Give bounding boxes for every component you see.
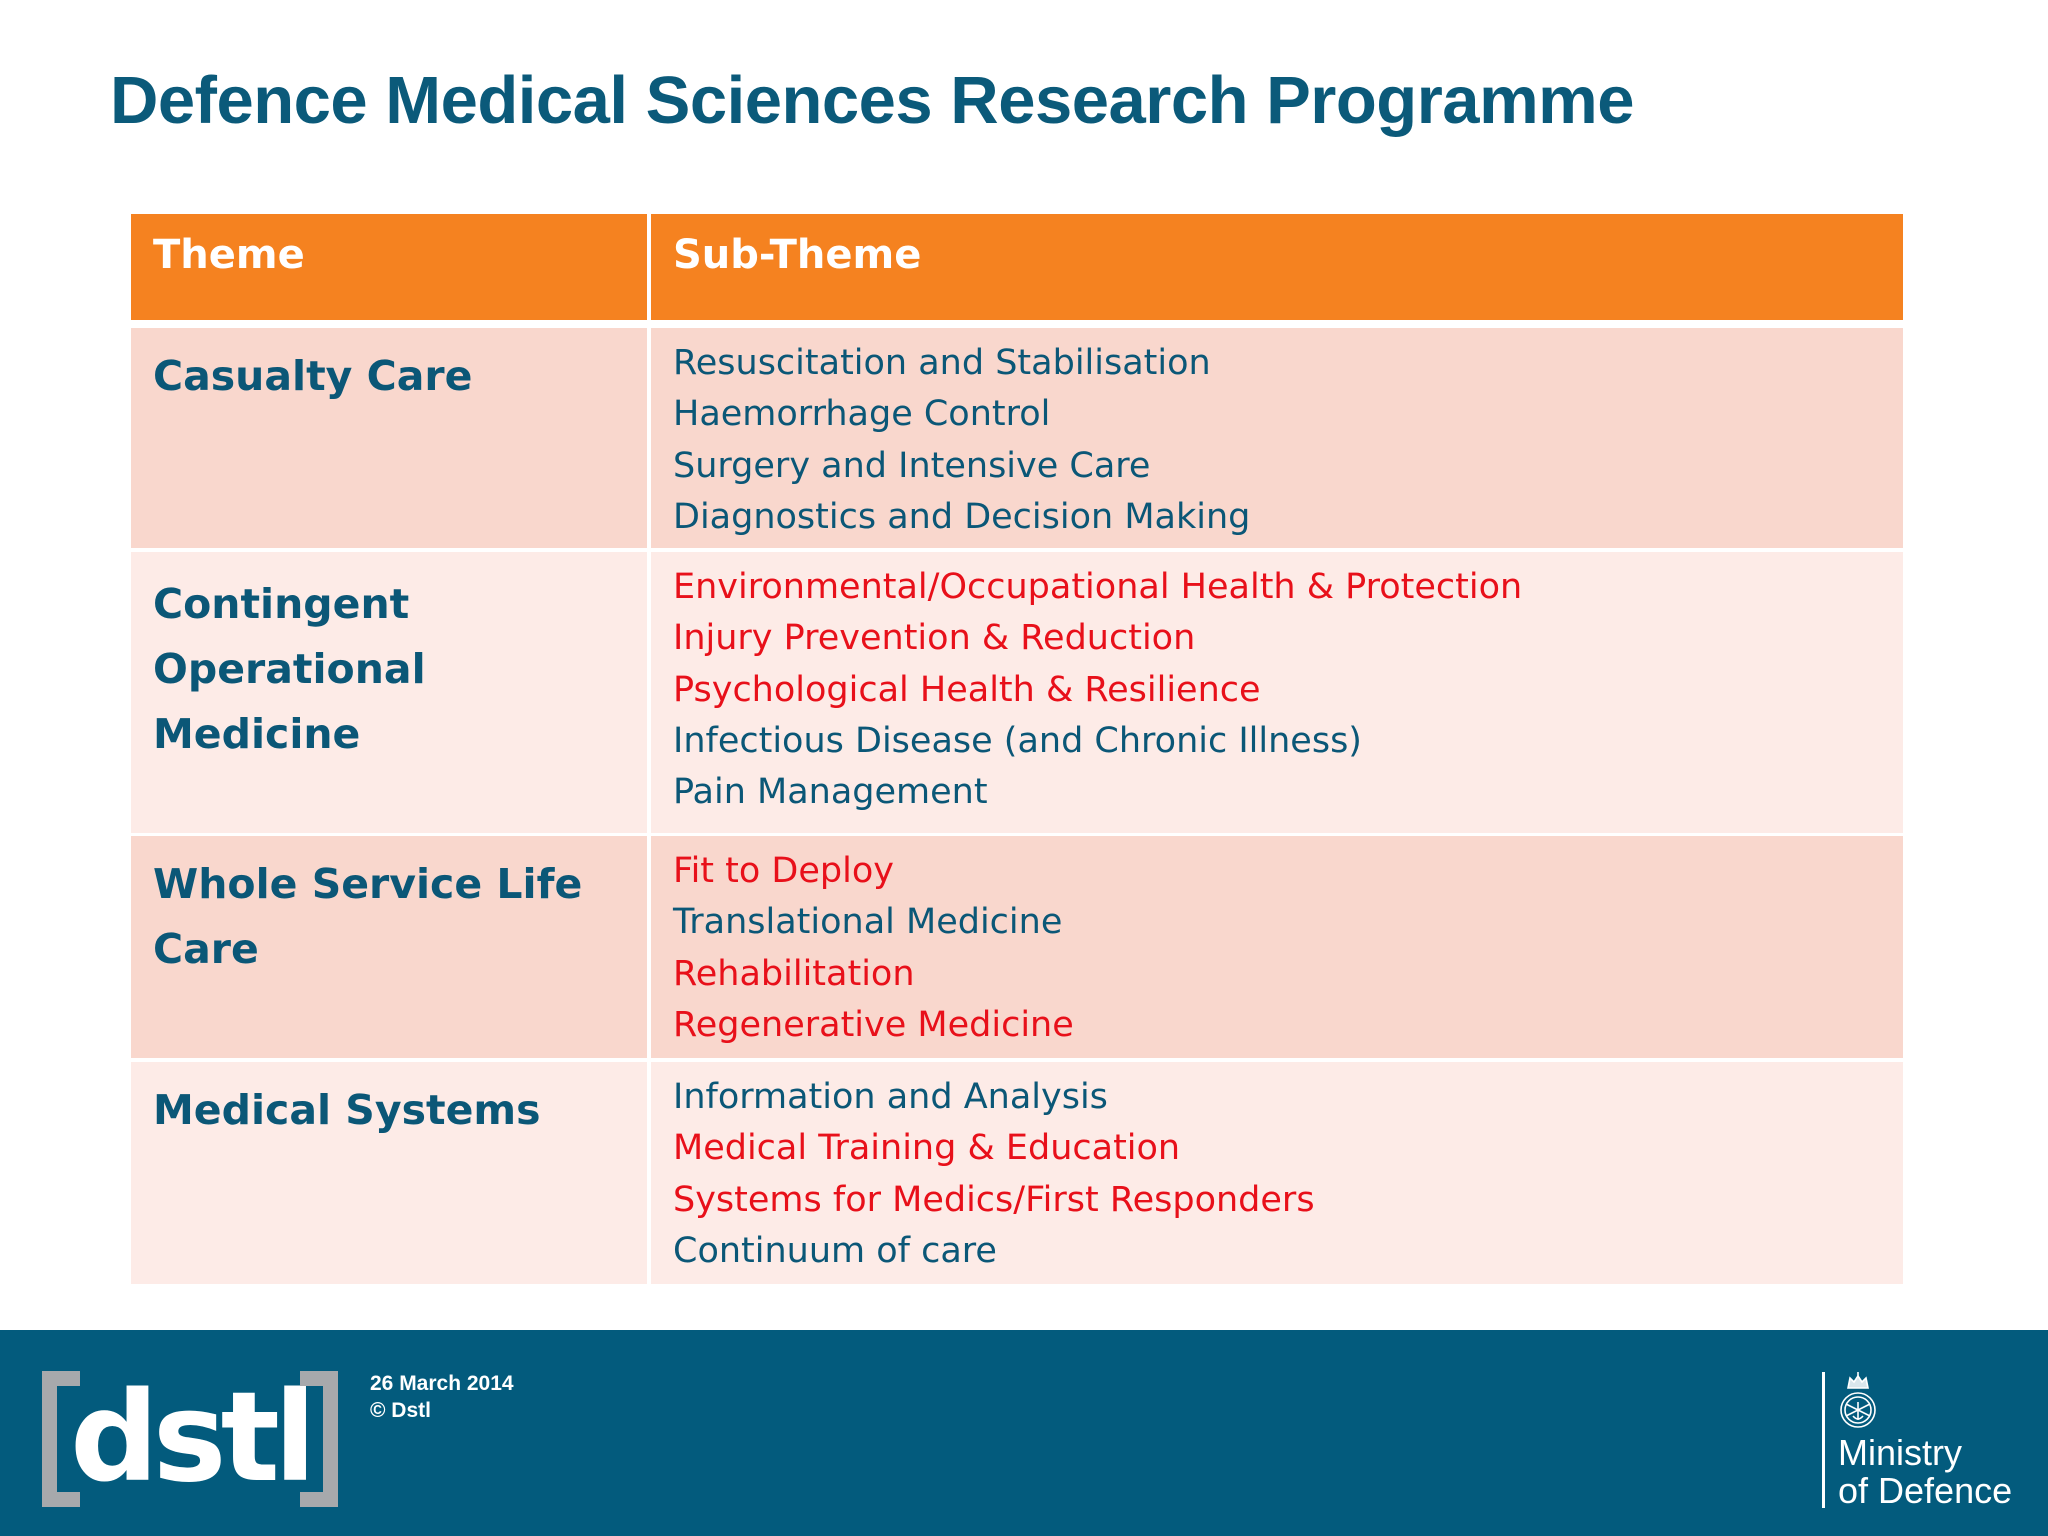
theme-label: Contingent Operational Medicine — [153, 580, 426, 758]
sub-theme-item: Diagnostics and Decision Making — [673, 496, 1251, 537]
table-row: Medical Systems Information and Analysis… — [131, 1062, 1903, 1284]
theme-label: Whole Service Life Care — [153, 860, 583, 973]
sub-theme-item: Translational Medicine — [673, 902, 1063, 943]
theme-cell: Whole Service Life Care — [131, 836, 647, 1058]
theme-cell: Medical Systems — [131, 1062, 647, 1284]
header-cell-sub-theme: Sub-Theme — [651, 214, 1903, 320]
royal-crest-icon — [1840, 1372, 1876, 1428]
mod-line-1: Ministry — [1838, 1432, 1962, 1473]
sub-theme-item: Pain Management — [673, 772, 988, 813]
logo-left-bracket-icon — [42, 1371, 80, 1507]
sub-theme-cell: Environmental/Occupational Health & Prot… — [651, 552, 1903, 833]
sub-theme-item: Information and Analysis — [673, 1077, 1108, 1117]
theme-cell: Casualty Care — [131, 328, 647, 548]
sub-theme-item: Resuscitation and Stabilisation — [673, 343, 1211, 383]
footer-meta: 26 March 2014 © Dstl — [370, 1370, 514, 1424]
table-row: Contingent Operational Medicine Environm… — [131, 552, 1903, 833]
logo-right-bracket-icon — [300, 1371, 338, 1507]
sub-theme-item-highlighted: Environmental/Occupational Health & Prot… — [673, 567, 1523, 607]
sub-theme-item: Infectious Disease (and Chronic Illness) — [673, 720, 1362, 761]
sub-theme-item-highlighted: Injury Prevention & Reduction — [673, 618, 1196, 659]
footer-bar: dstl 26 March 2014 © Dstl Ministry of De… — [0, 1330, 2048, 1536]
theme-label: Medical Systems — [153, 1086, 541, 1134]
header-cell-theme: Theme — [131, 214, 647, 320]
sub-theme-item-highlighted: Fit to Deploy — [673, 851, 894, 891]
slide-title: Defence Medical Sciences Research Progra… — [110, 63, 1634, 138]
footer-copyright: © Dstl — [370, 1399, 431, 1422]
sub-theme-item-highlighted: Regenerative Medicine — [673, 1004, 1074, 1045]
header-sub-theme-label: Sub-Theme — [673, 232, 922, 278]
dstl-logo: dstl — [42, 1366, 338, 1510]
sub-theme-item-highlighted: Psychological Health & Resilience — [673, 669, 1261, 710]
theme-label: Casualty Care — [153, 352, 473, 400]
table-row: Whole Service Life Care Fit to Deploy Tr… — [131, 836, 1903, 1058]
mod-divider — [1822, 1372, 1825, 1508]
sub-theme-item-highlighted: Rehabilitation — [673, 953, 915, 994]
dstl-logo-text: dstl — [70, 1366, 316, 1510]
sub-theme-item: Surgery and Intensive Care — [673, 445, 1151, 486]
header-theme-label: Theme — [153, 232, 305, 278]
mod-line-2: of Defence — [1838, 1470, 2013, 1511]
sub-theme-cell: Fit to Deploy Translational Medicine Reh… — [651, 836, 1903, 1058]
footer-date: 26 March 2014 — [370, 1372, 514, 1395]
mod-wordmark: Ministry of Defence — [1838, 1434, 2012, 1510]
table-row: Casualty Care Resuscitation and Stabilis… — [131, 328, 1903, 548]
theme-cell: Contingent Operational Medicine — [131, 552, 647, 833]
sub-theme-item-highlighted: Systems for Medics/First Responders — [673, 1179, 1315, 1220]
sub-theme-cell: Information and Analysis Medical Trainin… — [651, 1062, 1903, 1284]
sub-theme-cell: Resuscitation and Stabilisation Haemorrh… — [651, 328, 1903, 548]
sub-theme-item: Haemorrhage Control — [673, 394, 1051, 435]
table-header-row: Theme Sub-Theme — [131, 214, 1903, 320]
sub-theme-item: Continuum of care — [673, 1230, 997, 1271]
sub-theme-item-highlighted: Medical Training & Education — [673, 1128, 1181, 1169]
